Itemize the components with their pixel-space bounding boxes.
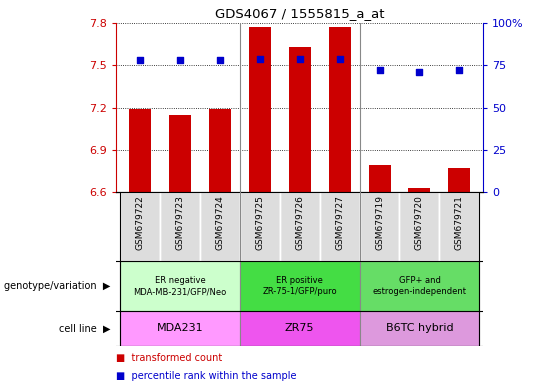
Point xyxy=(136,57,144,63)
Text: ZR75: ZR75 xyxy=(285,323,314,333)
Text: GSM679726: GSM679726 xyxy=(295,195,304,250)
Text: GSM679725: GSM679725 xyxy=(255,195,264,250)
Text: cell line  ▶: cell line ▶ xyxy=(59,323,111,333)
Text: GSM679724: GSM679724 xyxy=(215,195,225,250)
Text: GSM679722: GSM679722 xyxy=(136,195,145,250)
Bar xyxy=(120,192,160,261)
Bar xyxy=(400,192,440,261)
Point xyxy=(415,69,424,75)
Point xyxy=(295,55,304,61)
Point xyxy=(375,67,384,73)
Bar xyxy=(240,192,280,261)
Bar xyxy=(320,192,360,261)
Bar xyxy=(289,47,310,192)
Bar xyxy=(200,192,240,261)
Text: ■  transformed count: ■ transformed count xyxy=(116,353,222,363)
Bar xyxy=(408,188,430,192)
Text: ■  percentile rank within the sample: ■ percentile rank within the sample xyxy=(116,371,296,381)
Text: MDA231: MDA231 xyxy=(157,323,203,333)
Text: GSM679721: GSM679721 xyxy=(455,195,464,250)
Text: ER positive
ZR-75-1/GFP/puro: ER positive ZR-75-1/GFP/puro xyxy=(262,276,337,296)
Text: ER negative
MDA-MB-231/GFP/Neo: ER negative MDA-MB-231/GFP/Neo xyxy=(133,276,227,296)
Bar xyxy=(369,165,390,192)
Bar xyxy=(120,311,240,346)
Text: GSM679727: GSM679727 xyxy=(335,195,344,250)
Bar xyxy=(240,261,360,311)
Bar xyxy=(280,192,320,261)
Point xyxy=(335,55,344,61)
Bar xyxy=(329,27,350,192)
Bar xyxy=(129,109,151,192)
Text: GSM679720: GSM679720 xyxy=(415,195,424,250)
Title: GDS4067 / 1555815_a_at: GDS4067 / 1555815_a_at xyxy=(215,7,384,20)
Text: GFP+ and
estrogen-independent: GFP+ and estrogen-independent xyxy=(373,276,467,296)
Point xyxy=(455,67,464,73)
Text: GSM679719: GSM679719 xyxy=(375,195,384,250)
Bar xyxy=(169,114,191,192)
Bar xyxy=(120,261,240,311)
Bar xyxy=(448,168,470,192)
Bar xyxy=(360,261,480,311)
Point xyxy=(215,57,224,63)
Bar xyxy=(360,311,480,346)
Point xyxy=(176,57,184,63)
Text: genotype/variation  ▶: genotype/variation ▶ xyxy=(4,281,111,291)
Bar xyxy=(249,27,271,192)
Bar xyxy=(360,192,400,261)
Bar xyxy=(240,311,360,346)
Bar xyxy=(209,109,231,192)
Bar xyxy=(160,192,200,261)
Text: B6TC hybrid: B6TC hybrid xyxy=(386,323,453,333)
Point xyxy=(255,55,264,61)
Bar xyxy=(440,192,480,261)
Text: GSM679723: GSM679723 xyxy=(176,195,185,250)
